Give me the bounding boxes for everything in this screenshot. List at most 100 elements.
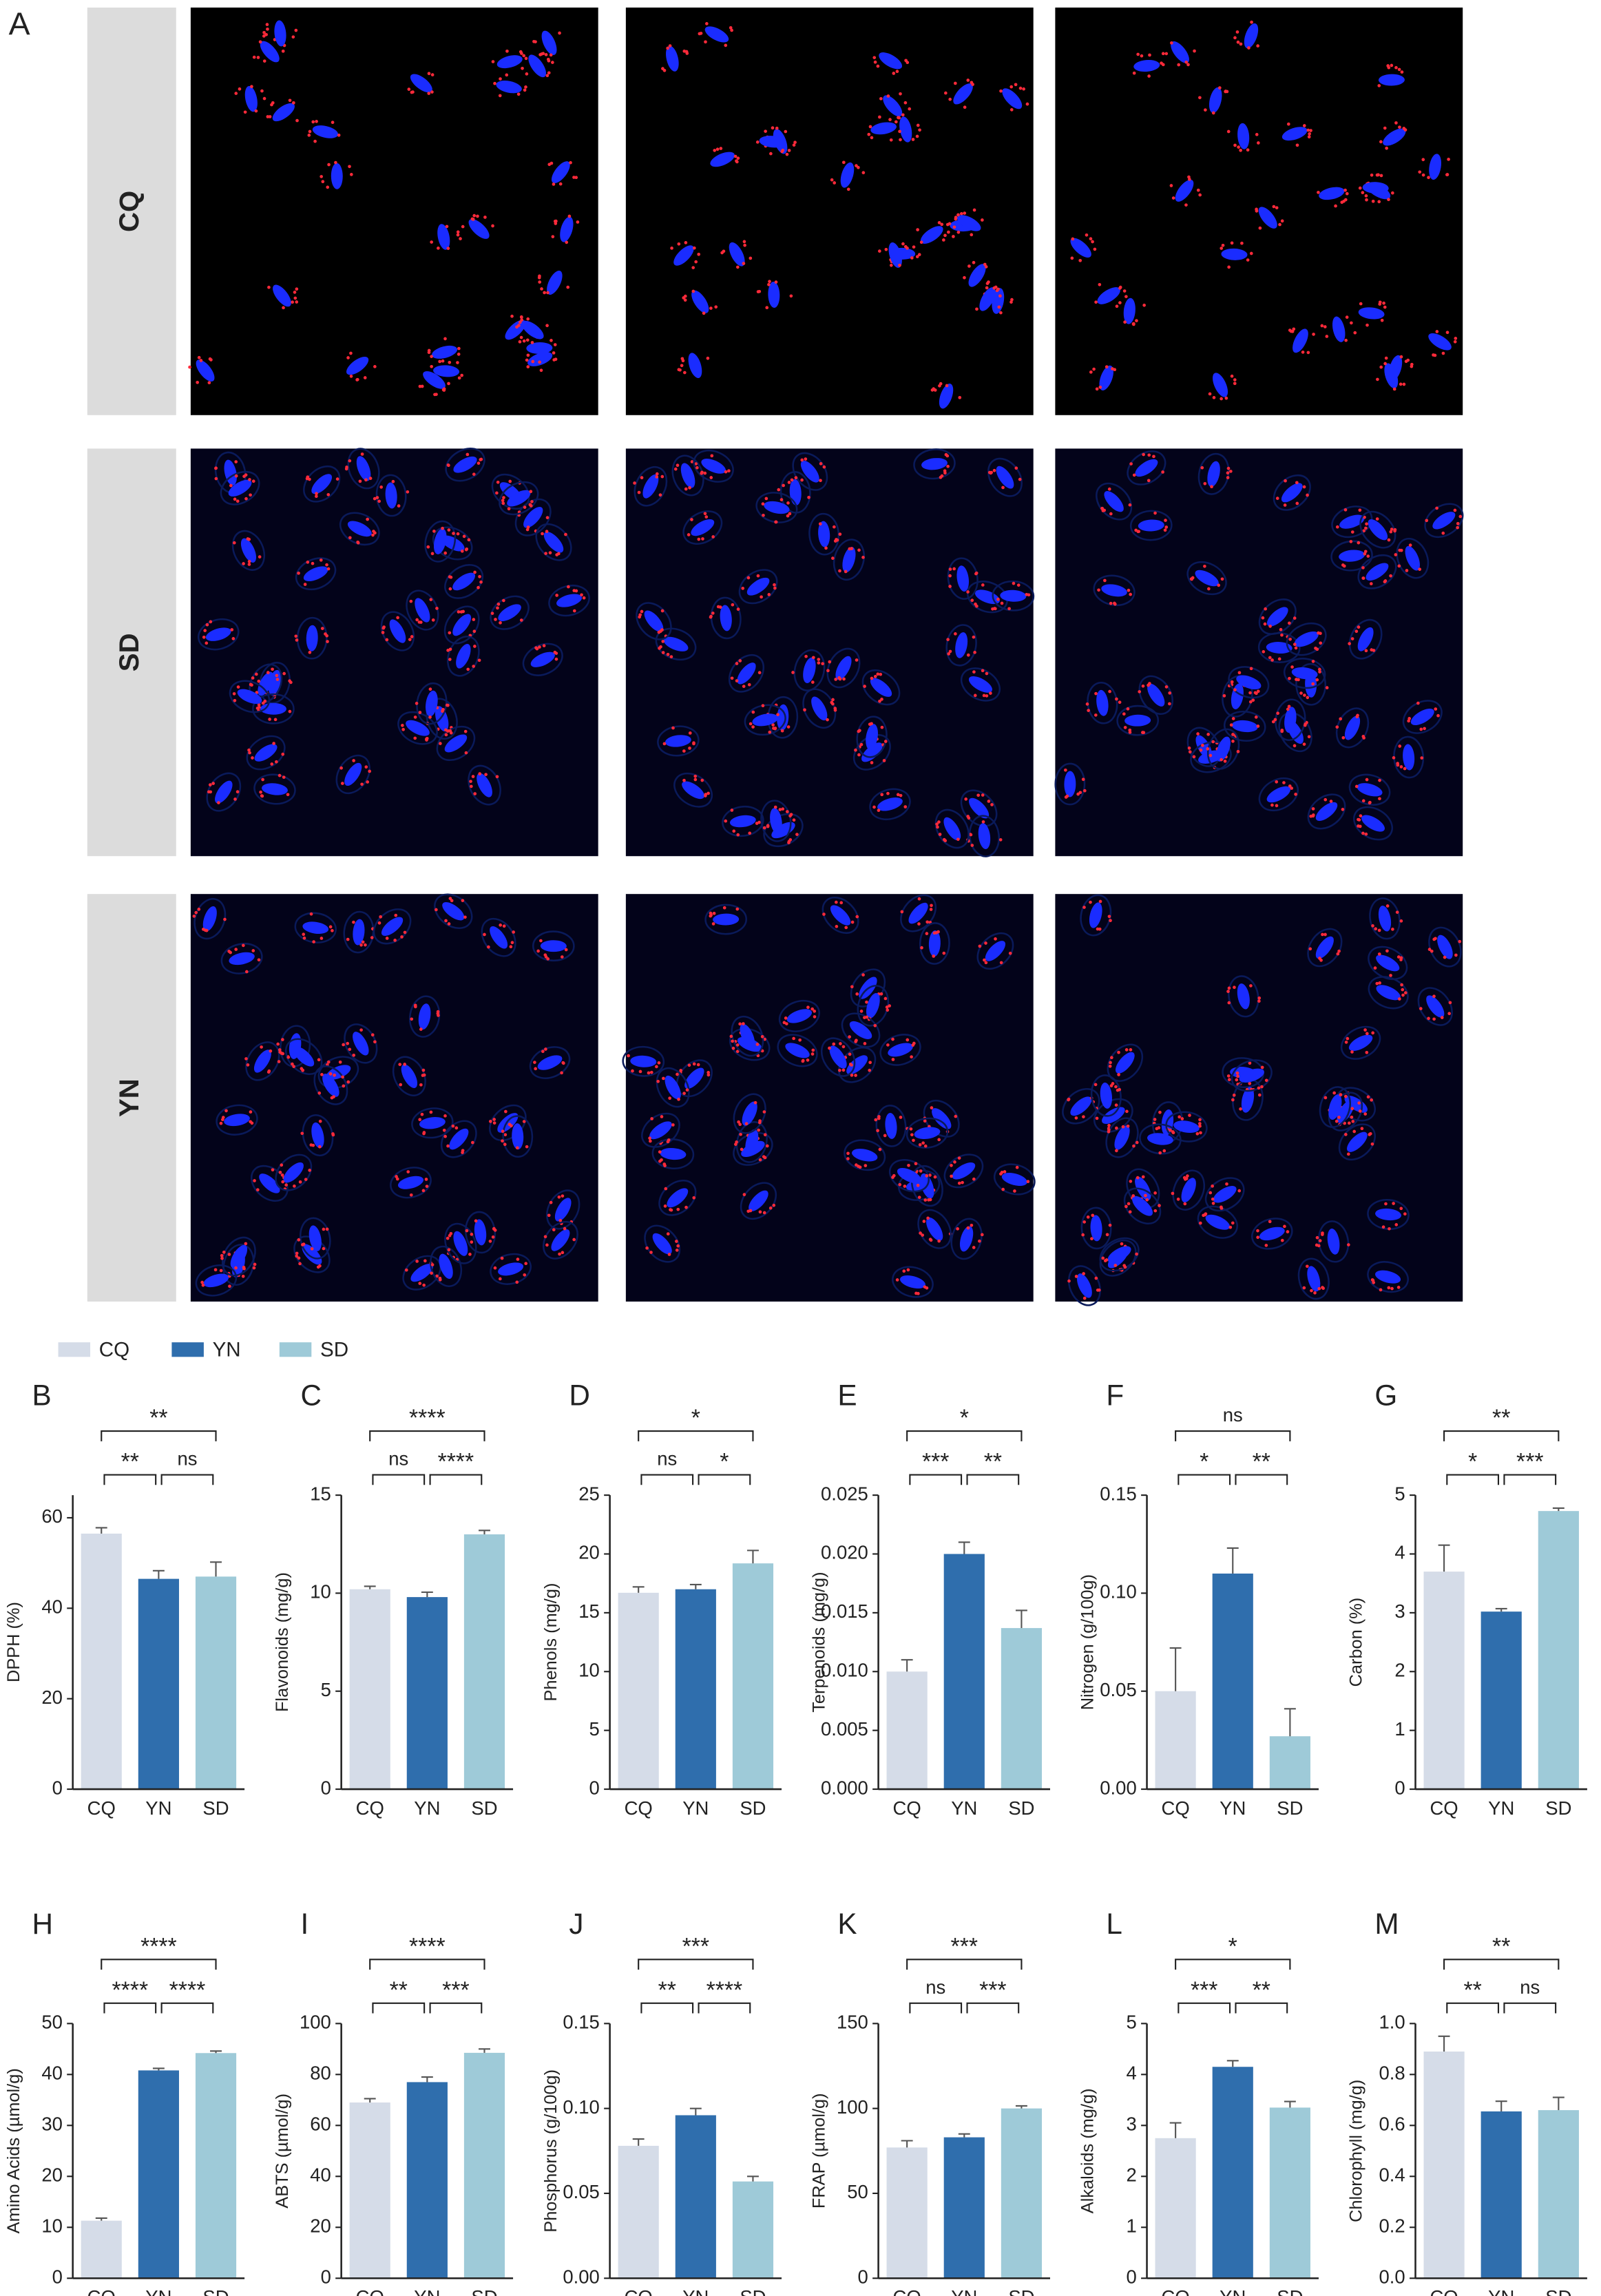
chloroplast — [221, 1116, 225, 1119]
chloroplast — [1094, 1083, 1098, 1087]
stoma — [273, 284, 291, 307]
cell-outline — [993, 1163, 1036, 1196]
cell-outline — [246, 735, 286, 771]
stoma — [437, 224, 450, 250]
chloroplast — [223, 917, 227, 921]
chloroplast — [554, 357, 558, 362]
chloroplast — [772, 1203, 776, 1207]
chloroplast — [461, 1151, 464, 1154]
chloroplast — [358, 479, 362, 483]
stoma — [505, 320, 526, 340]
chloroplast — [943, 469, 947, 473]
cell-outline — [532, 930, 575, 962]
chloroplast — [510, 941, 514, 944]
chloroplast — [258, 555, 262, 559]
chloroplast — [414, 1005, 417, 1009]
chloroplast — [277, 1060, 281, 1063]
chloroplast — [364, 765, 368, 769]
chloroplast — [1306, 128, 1310, 132]
chloroplast — [1321, 1286, 1324, 1289]
chloroplast — [1230, 374, 1234, 378]
chloroplast — [787, 481, 791, 484]
chloroplast — [318, 1119, 322, 1123]
cell-outline — [548, 584, 590, 617]
chloroplast — [776, 713, 779, 716]
cell-outline — [339, 512, 380, 546]
chloroplast — [373, 365, 377, 368]
chloroplast — [1445, 331, 1450, 335]
chloroplast — [923, 1198, 928, 1202]
chloroplast — [768, 280, 771, 284]
chloroplast — [942, 238, 945, 242]
chloroplast — [1198, 1122, 1202, 1125]
chloroplast — [1128, 1210, 1132, 1214]
cell-outline — [728, 654, 765, 693]
chloroplast — [254, 672, 258, 676]
chloroplast — [749, 256, 753, 260]
chloroplast — [682, 749, 686, 753]
chloroplast — [748, 831, 752, 835]
chloroplast — [706, 356, 710, 360]
chloroplast — [688, 731, 692, 735]
chloroplast — [676, 1072, 679, 1076]
chloroplast — [982, 693, 986, 698]
chloroplast — [1115, 1149, 1118, 1153]
y-tick-label: 2 — [1394, 1660, 1405, 1681]
chloroplast — [326, 1060, 331, 1064]
chloroplast — [1290, 665, 1294, 669]
chloroplast — [692, 1196, 696, 1200]
chloroplast — [1365, 522, 1368, 526]
cell-outline — [445, 448, 485, 482]
chloroplast — [448, 658, 452, 661]
chloroplast — [680, 364, 684, 368]
chloroplast — [360, 452, 364, 456]
chloroplast — [874, 1118, 878, 1122]
significance-label: ** — [1253, 1449, 1270, 1475]
chloroplast — [658, 1159, 662, 1163]
chloroplast — [233, 497, 237, 501]
chloroplast — [1416, 701, 1420, 705]
cell-outline — [822, 897, 859, 935]
chloroplast — [925, 932, 929, 935]
chloroplast — [1390, 528, 1394, 531]
chloroplast — [266, 1070, 271, 1074]
chloroplast — [948, 567, 952, 571]
cell-outline — [296, 616, 328, 660]
x-tick-label: YN — [145, 2286, 171, 2296]
chloroplast — [922, 1220, 926, 1223]
chloroplast — [1283, 1224, 1286, 1229]
chloroplast — [1377, 173, 1380, 177]
stoma — [1070, 238, 1091, 258]
stoma — [953, 83, 973, 105]
chloroplast — [297, 572, 300, 575]
chloroplast — [779, 498, 784, 501]
chloroplast — [1371, 1031, 1375, 1035]
cell-outline — [253, 773, 296, 805]
chloroplast — [967, 264, 971, 268]
chloroplast — [679, 1069, 683, 1072]
panel-label: D — [569, 1379, 590, 1412]
chloroplast — [1208, 392, 1212, 396]
chloroplast — [1358, 186, 1362, 190]
stoma — [921, 458, 948, 470]
stoma — [1437, 935, 1453, 959]
chloroplast — [420, 384, 424, 388]
stoma — [740, 1023, 755, 1049]
chloroplast — [424, 1178, 428, 1181]
chloroplast — [1136, 1176, 1140, 1180]
chloroplast — [935, 822, 939, 826]
chloroplast — [1124, 1048, 1129, 1052]
stoma — [283, 1162, 304, 1183]
panel-label: L — [1106, 1908, 1122, 1940]
chloroplast — [937, 1138, 941, 1142]
stoma — [346, 356, 369, 375]
row-label-strip — [87, 448, 176, 857]
chloroplast — [1365, 1032, 1369, 1036]
cell-outline — [481, 917, 516, 957]
chloroplast — [1456, 521, 1460, 525]
chloroplast — [1236, 749, 1240, 753]
significance-bracket — [160, 1474, 214, 1485]
y-tick-label: 15 — [578, 1600, 600, 1622]
chloroplast — [830, 178, 834, 182]
chloroplast — [349, 375, 353, 378]
